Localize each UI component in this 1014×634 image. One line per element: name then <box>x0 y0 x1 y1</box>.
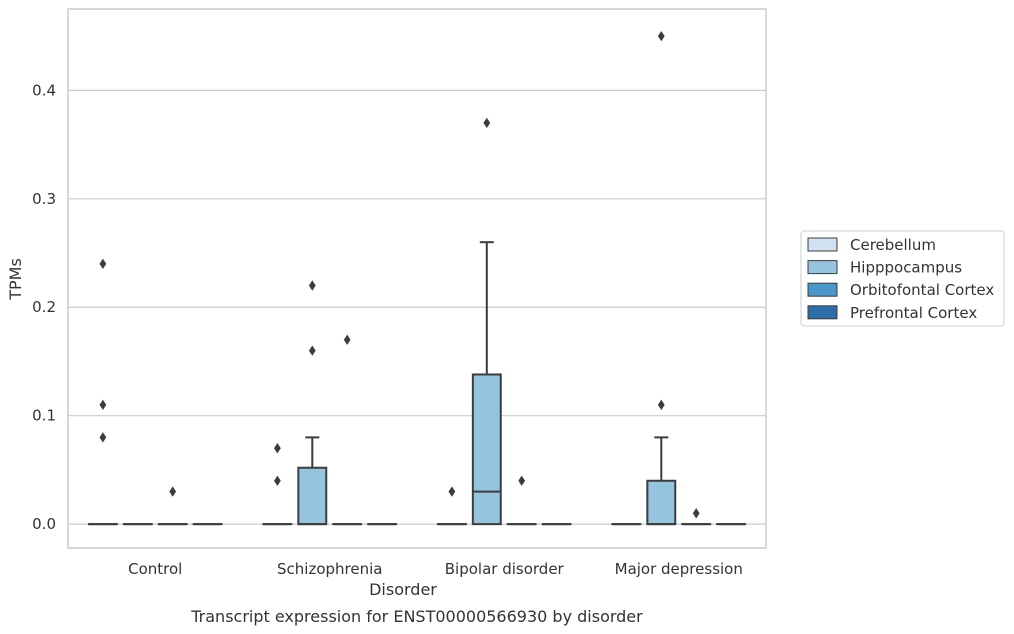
outlier-point <box>169 486 177 497</box>
outlier-point <box>518 475 526 486</box>
outlier-point <box>99 399 107 411</box>
box-2-2 <box>506 475 537 526</box>
legend: Cerebellum Hipppocampus Orbitofontal Corte… <box>800 230 1005 327</box>
y-tick-label: 0.1 <box>32 407 56 425</box>
box-2-1 <box>332 334 363 526</box>
y-tick-label: 0.0 <box>32 515 56 533</box>
outlier-point <box>657 30 665 42</box>
box-2-0 <box>157 486 188 526</box>
x-tick-label: Schizophrenia <box>277 560 382 578</box>
outlier-point <box>657 399 665 411</box>
legend-swatch <box>807 282 838 297</box>
y-tick-label: 0.4 <box>32 81 56 99</box>
outlier-point <box>308 345 316 356</box>
legend-label: Orbitofontal Cortex <box>850 281 994 299</box>
x-axis-ticks: Control Schizophrenia Bipolar disorder Majo… <box>128 560 743 578</box>
y-tick-label: 0.3 <box>32 190 56 208</box>
box-1-3 <box>646 30 677 526</box>
legend-swatch <box>807 237 838 252</box>
legend-swatch <box>807 305 838 320</box>
x-tick-label: Major depression <box>615 560 743 578</box>
box-0-1 <box>262 443 293 526</box>
outlier-point <box>99 258 107 270</box>
outlier-point <box>274 443 281 454</box>
outlier-point <box>483 117 491 129</box>
legend-frame <box>800 230 1005 327</box>
outlier-point <box>692 508 700 519</box>
legend-label: Prefrontal Cortex <box>850 304 977 322</box>
boxes <box>87 30 747 526</box>
legend-label: Hipppocampus <box>850 259 962 277</box>
y-axis-label: TPMs <box>6 258 25 301</box>
y-tick-label: 0.2 <box>32 298 56 316</box>
box-1-2 <box>471 117 502 526</box>
plot-area-frame <box>67 8 767 549</box>
x-tick-label: Bipolar disorder <box>445 560 565 578</box>
outlier-point <box>343 334 351 345</box>
outlier-point <box>99 432 107 443</box>
x-tick-label: Control <box>128 560 182 578</box>
box-0-2 <box>436 486 467 526</box>
box-0-0 <box>87 258 118 526</box>
outlier-point <box>308 280 316 291</box>
box-body <box>471 373 502 526</box>
box-2-3 <box>681 508 712 526</box>
chart-caption: Transcript expression for ENST0000056693… <box>190 607 643 626</box>
box-1-1 <box>297 280 328 526</box>
outlier-point <box>448 486 456 497</box>
legend-label: Cerebellum <box>850 236 936 254</box>
y-axis-ticks: 0.0 0.1 0.2 0.3 0.4 <box>32 81 56 533</box>
box-body <box>297 466 328 526</box>
x-axis-label: Disorder <box>369 580 437 599</box>
legend-swatch <box>807 260 838 275</box>
box-body <box>646 479 677 526</box>
outlier-point <box>274 475 281 486</box>
